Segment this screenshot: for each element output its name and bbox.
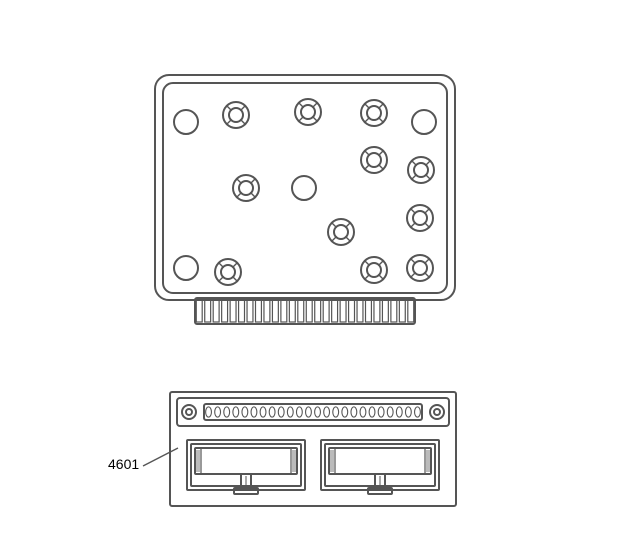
pin-strip (204, 404, 422, 420)
figure-container: 4601 (0, 0, 622, 543)
ring-hole (407, 255, 433, 281)
receptacle (321, 440, 439, 494)
ring-hole (233, 175, 259, 201)
patent-figure-svg (0, 0, 622, 543)
bottom-module (170, 392, 456, 506)
reference-label-4601: 4601 (108, 456, 139, 472)
ring-hole (361, 147, 387, 173)
ring-hole (328, 219, 354, 245)
ring-hole (407, 205, 433, 231)
receptacle (187, 440, 305, 494)
ring-hole (215, 259, 241, 285)
ring-hole (408, 157, 434, 183)
top-module (155, 75, 455, 324)
ring-hole (295, 99, 321, 125)
edge-connector-teeth (195, 298, 415, 324)
ring-hole (361, 100, 387, 126)
ring-hole (361, 257, 387, 283)
ring-hole (223, 102, 249, 128)
